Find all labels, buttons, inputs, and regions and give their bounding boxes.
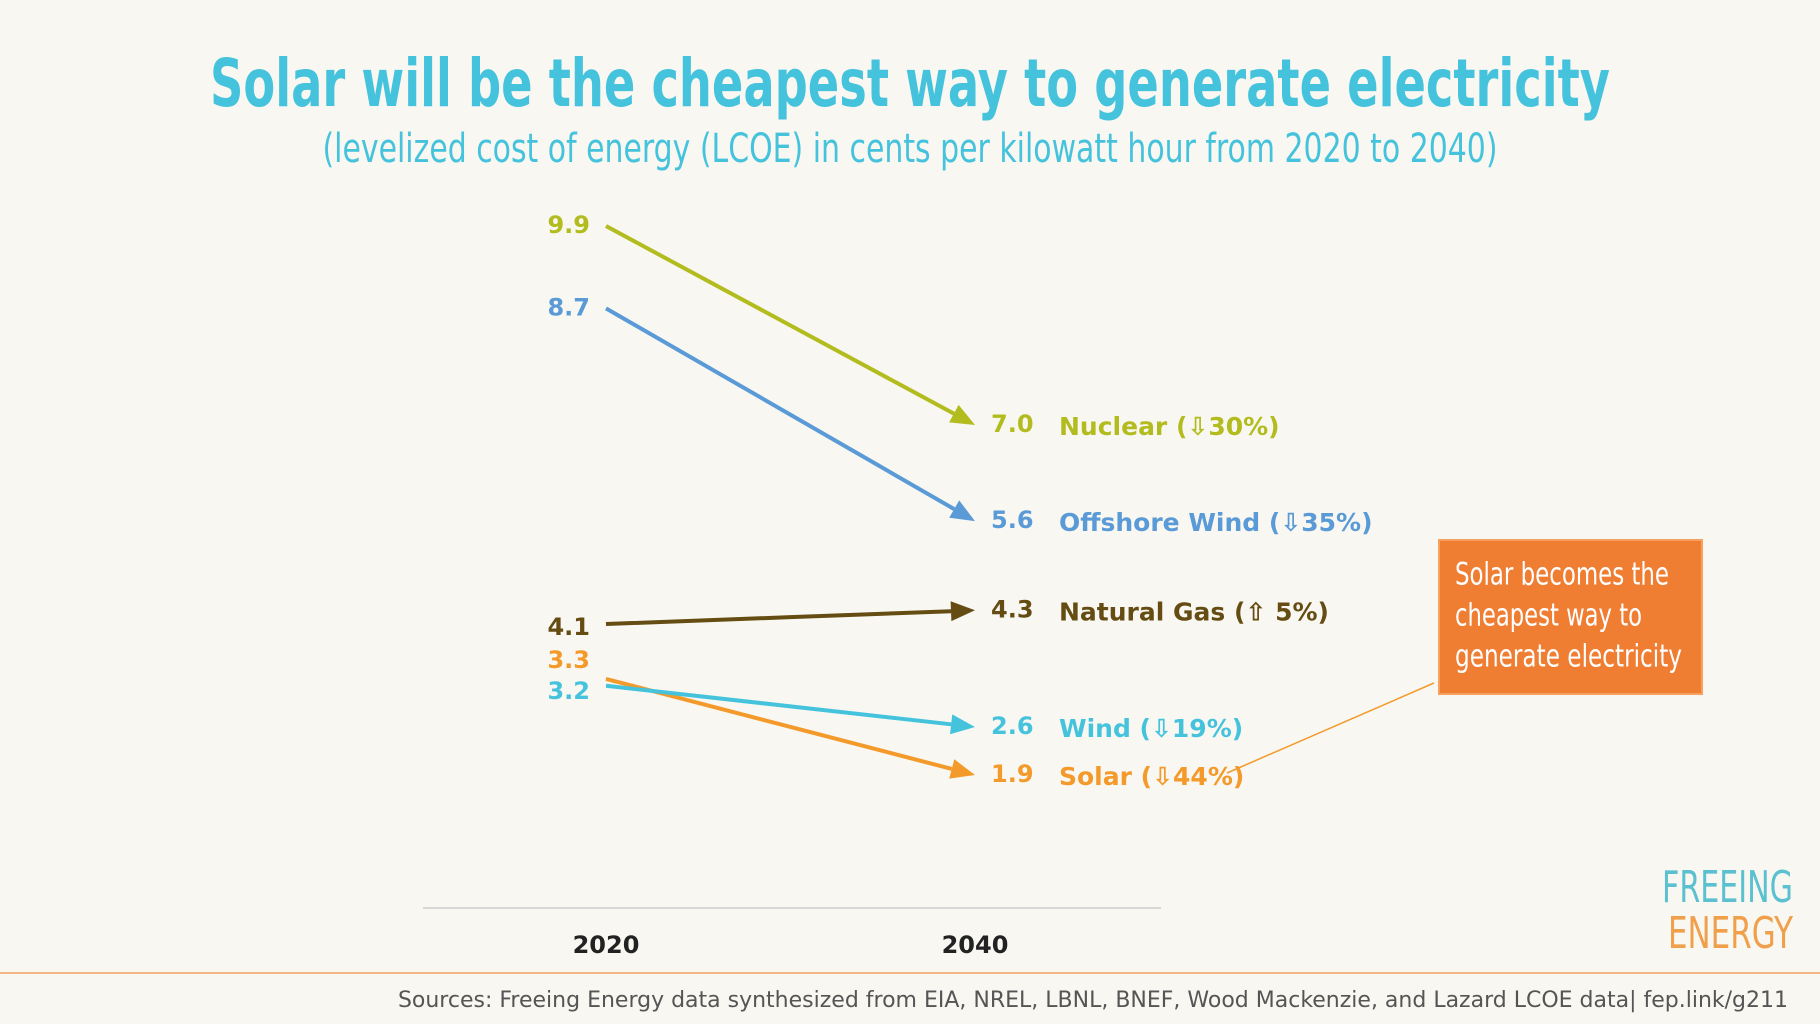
source: Sources: Freeing Energy data synthesized… [398,988,1788,1013]
value-label: 9.9 [547,211,590,239]
logo: FREEING [1662,862,1793,913]
callout-text: Solar becomes the [1455,557,1669,593]
value-label: 3.3 [547,646,590,674]
chart-title: Solar will be the cheapest way to genera… [210,45,1610,122]
value-label: 8.7 [547,293,590,321]
slope-line [605,676,953,771]
callout-box [1438,539,1703,695]
series-name: Wind (⇩19%) [1059,714,1243,743]
series-name: Natural Gas (⇧ 5%) [1059,597,1329,626]
value-label: 4.3 [991,595,1034,623]
arrowhead [950,714,975,735]
value-label: 1.9 [991,760,1034,788]
value-label: 5.6 [991,506,1034,534]
value-label: 2.6 [991,712,1034,740]
callout-text: cheapest way to [1455,598,1642,634]
callout-text: generate electricity [1455,639,1682,675]
series-name: Offshore Wind (⇩35%) [1059,508,1373,537]
x-tick-label: 2040 [942,931,1009,959]
value-label: 7.0 [991,410,1034,438]
x-tick-label: 2020 [573,931,640,959]
value-label: 3.2 [547,677,590,705]
slope-line [605,609,952,627]
value-label: 4.1 [547,613,590,641]
arrowhead [949,759,975,779]
chart-subtitle: (levelized cost of energy (LCOE) in cent… [323,126,1498,172]
callout-leader [1226,682,1435,774]
slope-line [605,683,952,727]
logo: ENERGY [1668,908,1793,959]
series-name: Nuclear (⇩30%) [1059,412,1280,441]
slope-line [605,224,955,416]
arrowhead [950,601,975,622]
slope-line [605,306,956,511]
series-name: Solar (⇩44%) [1059,762,1244,791]
arrowhead [949,404,975,426]
arrowhead [949,500,975,522]
